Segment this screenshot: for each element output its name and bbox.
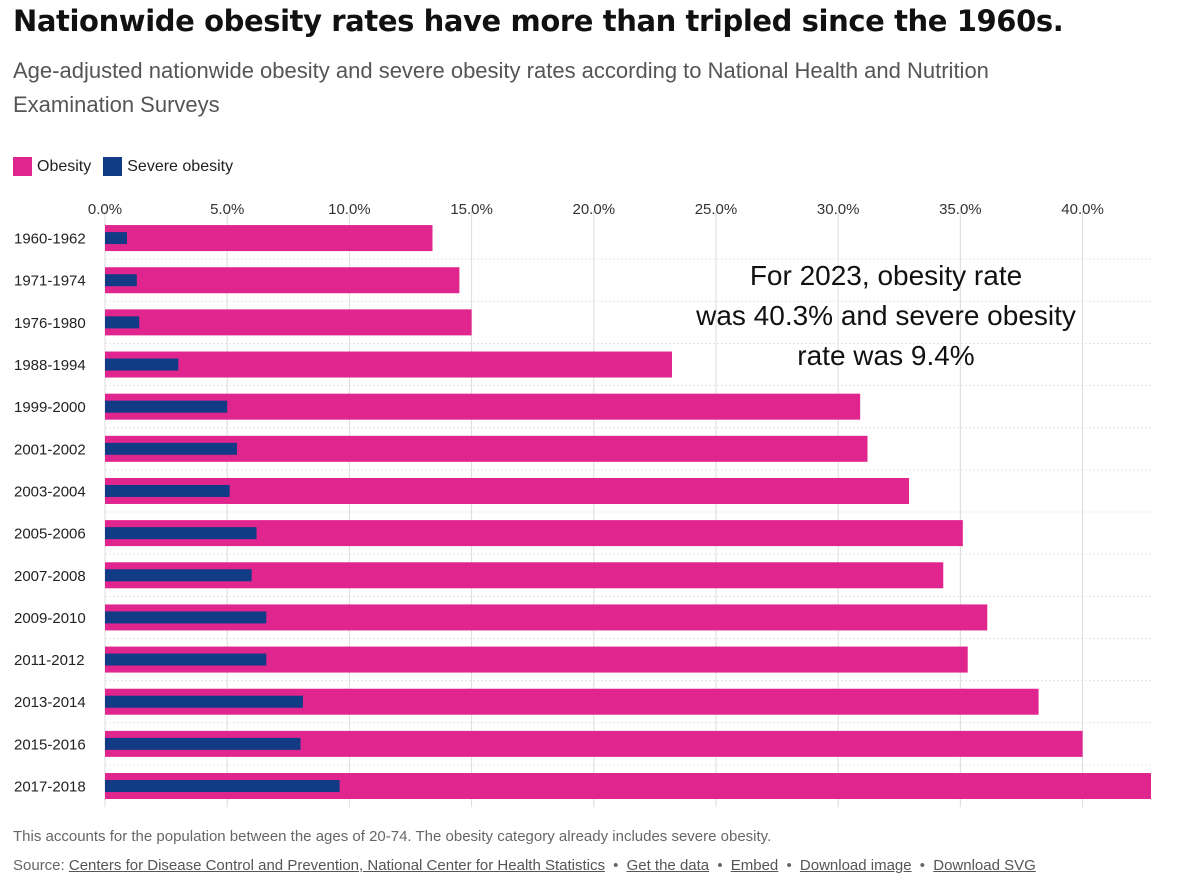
bar-severe-obesity[interactable] <box>105 274 137 287</box>
bar-severe-obesity[interactable] <box>105 358 179 371</box>
x-tick-label: 25.0% <box>695 201 738 218</box>
bar-severe-obesity[interactable] <box>105 611 267 624</box>
y-tick-label: 1999-2000 <box>14 399 86 416</box>
legend: Obesity Severe obesity <box>13 157 245 176</box>
legend-label-obesity: Obesity <box>37 157 92 175</box>
chart-subtitle: Age-adjusted nationwide obesity and seve… <box>13 58 989 117</box>
x-tick-label: 35.0% <box>939 201 982 218</box>
y-tick-label: 1988-1994 <box>14 357 86 374</box>
bar-severe-obesity[interactable] <box>105 780 340 793</box>
y-tick-label: 2005-2006 <box>14 526 86 543</box>
bar-chart: 0.0% 5.0% 10.0% 15.0% 20.0% 25.0% 30.0% 35.0% 40… <box>14 201 1151 808</box>
legend-label-severe: Severe obesity <box>127 157 234 175</box>
bar-obesity[interactable] <box>105 393 861 420</box>
x-tick-label: 0.0% <box>88 201 122 218</box>
x-tick-label: 30.0% <box>817 201 860 218</box>
bar-obesity[interactable] <box>105 225 433 252</box>
legend-swatch-severe <box>103 157 123 176</box>
x-tick-label: 10.0% <box>328 201 371 218</box>
legend-item-severe[interactable]: Severe obesity <box>103 157 233 176</box>
bar-severe-obesity[interactable] <box>105 442 237 455</box>
separator: • <box>613 857 619 874</box>
y-tick-label: 2013-2014 <box>14 694 86 711</box>
bar-obesity[interactable] <box>105 477 910 504</box>
y-tick-label: 2017-2018 <box>14 779 86 796</box>
y-tick-label: 2007-2008 <box>14 568 86 585</box>
y-tick-label: 2009-2010 <box>14 610 86 627</box>
legend-swatch-obesity <box>13 157 32 176</box>
bar-severe-obesity[interactable] <box>105 737 301 750</box>
bar-severe-obesity[interactable] <box>105 316 140 329</box>
get-the-data-link[interactable]: Get the data <box>626 857 710 874</box>
y-tick-label: 2015-2016 <box>14 736 86 753</box>
bar-obesity[interactable] <box>105 309 472 336</box>
bar-severe-obesity[interactable] <box>105 400 228 413</box>
x-tick-label: 20.0% <box>573 201 616 218</box>
bar-severe-obesity[interactable] <box>105 527 257 540</box>
bar-severe-obesity[interactable] <box>105 653 267 666</box>
separator: • <box>717 857 723 874</box>
annotation: For 2023, obesity rate was 40.3% and seve… <box>695 260 1076 371</box>
x-axis-ticks: 0.0% 5.0% 10.0% 15.0% 20.0% 25.0% 30.0% 35.0% 40… <box>88 201 1104 218</box>
download-image-link[interactable]: Download image <box>799 857 912 874</box>
chart-title: Nationwide obesity rates have more than … <box>13 4 1064 38</box>
x-tick-label: 5.0% <box>210 201 244 218</box>
source-link[interactable]: Centers for Disease Control and Preventi… <box>68 857 605 874</box>
bar-severe-obesity[interactable] <box>105 569 252 582</box>
y-tick-label: 1976-1980 <box>14 315 86 332</box>
y-tick-label: 1971-1974 <box>14 273 86 290</box>
x-tick-label: 40.0% <box>1061 201 1104 218</box>
bar-severe-obesity[interactable] <box>105 695 303 708</box>
separator: • <box>786 857 792 874</box>
bar-obesity[interactable] <box>105 267 460 294</box>
embed-link[interactable]: Embed <box>730 857 779 874</box>
legend-item-obesity[interactable]: Obesity <box>13 157 91 176</box>
chart-rows: 1960-1962 1971-1974 1976-1980 1988-1994 1999… <box>14 225 1151 800</box>
bar-severe-obesity[interactable] <box>105 232 127 245</box>
bar-obesity[interactable] <box>105 351 672 378</box>
x-tick-label: 15.0% <box>450 201 493 218</box>
footnote: This accounts for the population between… <box>13 828 772 845</box>
source-prefix: Source: <box>13 857 65 874</box>
bar-severe-obesity[interactable] <box>105 484 230 497</box>
y-tick-label: 2001-2002 <box>14 441 86 458</box>
download-svg-link[interactable]: Download SVG <box>933 857 1036 874</box>
separator: • <box>919 857 926 874</box>
y-tick-label: 2003-2004 <box>14 483 86 500</box>
y-tick-label: 1960-1962 <box>14 231 86 248</box>
source-line: Source: Centers for Disease Control and … <box>13 857 1036 874</box>
y-tick-label: 2011-2012 <box>14 652 85 669</box>
